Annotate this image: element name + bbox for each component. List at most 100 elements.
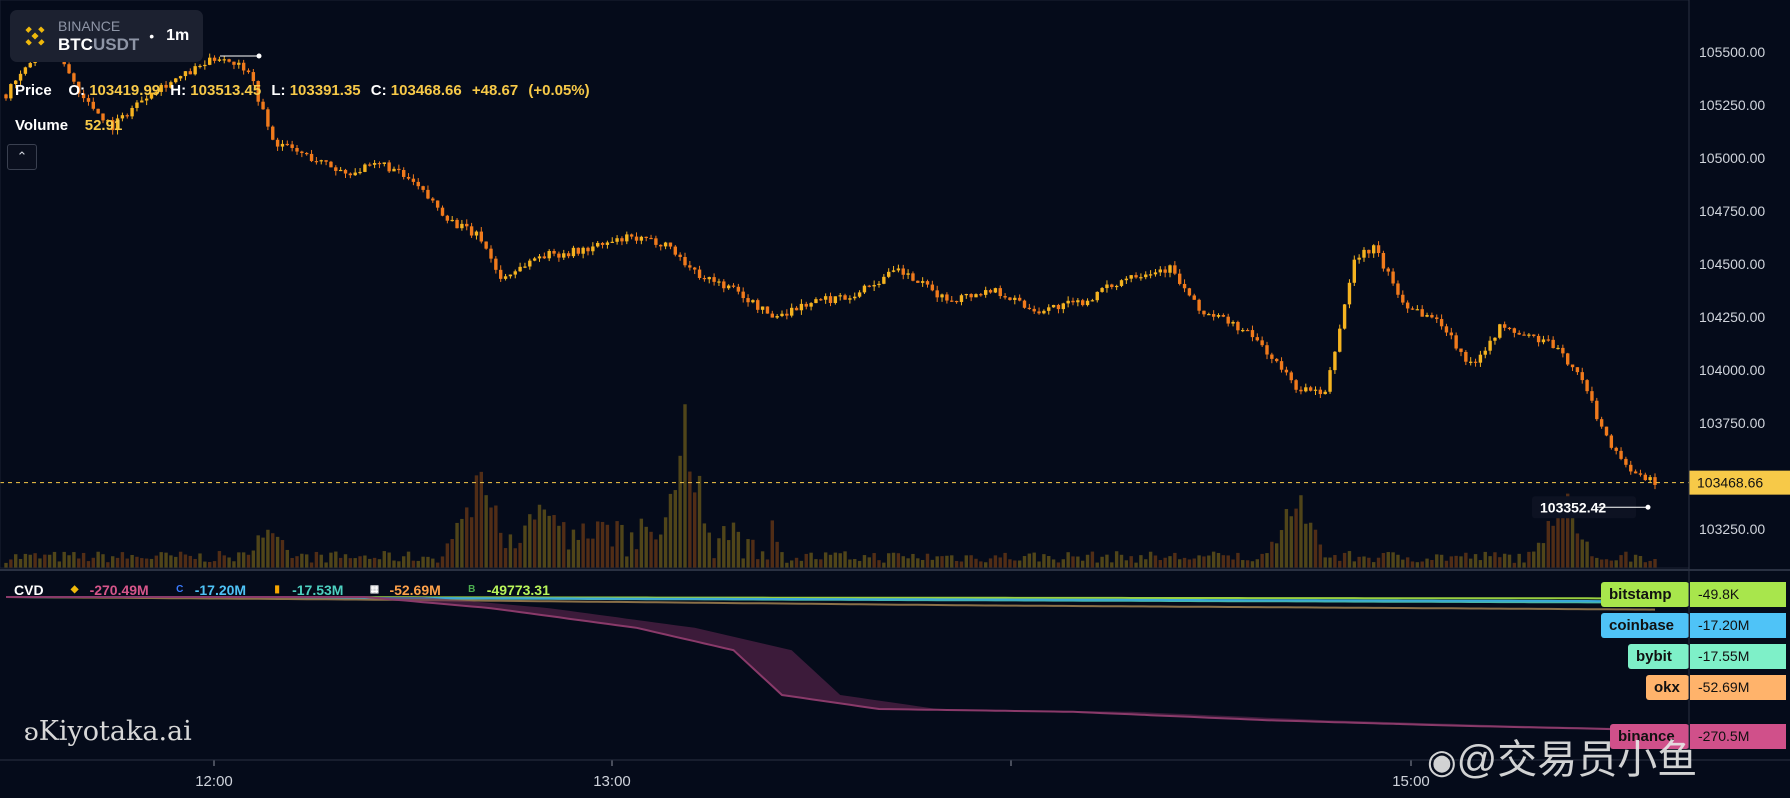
volume-bar xyxy=(1027,553,1032,568)
candle-body xyxy=(1182,283,1187,289)
price-tick-label: 103250.00 xyxy=(1699,521,1765,537)
volume-bar xyxy=(372,557,377,568)
candle-body xyxy=(1633,471,1638,474)
price-tick-label: 104000.00 xyxy=(1699,362,1765,378)
price-tick-label: 103750.00 xyxy=(1699,415,1765,431)
candle-body xyxy=(1599,419,1604,427)
candle-body xyxy=(101,113,105,121)
volume-bar xyxy=(1284,509,1289,568)
candle-body xyxy=(484,241,488,249)
candle-body xyxy=(1561,347,1565,354)
candle-body xyxy=(1294,380,1298,390)
timeframe-label[interactable]: 1m xyxy=(166,27,190,44)
candle-body xyxy=(217,59,222,61)
volume-bar xyxy=(974,558,978,568)
cvd-tag-value: -270.5M xyxy=(1698,728,1749,744)
candle-body xyxy=(586,247,590,252)
volume-bar xyxy=(319,554,323,568)
candle-body xyxy=(1653,477,1657,485)
candle-body xyxy=(1134,275,1138,278)
volume-bar xyxy=(1483,551,1487,568)
volume-bar xyxy=(81,552,86,568)
volume-bar xyxy=(397,561,401,568)
candle-body xyxy=(906,273,910,275)
volume-bar xyxy=(911,553,915,568)
candle-body xyxy=(1536,335,1541,343)
candle-body xyxy=(1420,309,1424,317)
cvd-tag-value-bg xyxy=(1690,582,1786,607)
cvd-legend-item: B -49773.31 xyxy=(465,582,550,598)
candle-body xyxy=(634,236,639,241)
volume-bar xyxy=(18,558,23,568)
candle-body xyxy=(290,144,294,148)
candle-body xyxy=(1168,265,1172,273)
volume-bar xyxy=(702,523,707,568)
price-legend: Price O: 103419.99 H: 103513.45 L: 10339… xyxy=(15,82,596,99)
volume-bar xyxy=(513,548,517,568)
volume-bar xyxy=(823,552,828,568)
volume-bar xyxy=(1439,554,1444,568)
candle-body xyxy=(867,285,871,287)
collapse-legend-button[interactable]: ⌃ xyxy=(7,144,37,170)
candle-body xyxy=(1425,315,1429,317)
cvd-tag-value: -52.69M xyxy=(1698,679,1749,695)
volume-bar xyxy=(1129,556,1133,568)
volume-bar xyxy=(726,540,731,568)
volume-bar xyxy=(673,490,677,568)
volume-bar xyxy=(1304,523,1308,568)
volume-value: 52.91 xyxy=(84,117,123,134)
volume-bar xyxy=(1051,559,1056,568)
volume-bar xyxy=(1105,554,1109,568)
volume-bar xyxy=(106,562,110,568)
change-pct-value: (+0.05%) xyxy=(528,82,590,99)
volume-bar xyxy=(756,559,760,568)
candle-body xyxy=(1541,339,1546,343)
candle-body xyxy=(1241,329,1245,332)
candle-body xyxy=(678,254,682,257)
candle-body xyxy=(81,93,86,99)
volume-bar xyxy=(38,558,42,568)
candle-body xyxy=(1469,361,1473,363)
candle-body xyxy=(1619,450,1623,459)
candle-body xyxy=(1401,294,1405,303)
candle-body xyxy=(1372,245,1376,254)
candle-body xyxy=(1008,297,1012,300)
candle-body xyxy=(86,98,91,102)
volume-bar xyxy=(566,549,571,568)
volume-bar xyxy=(140,558,144,568)
volume-bar xyxy=(1629,561,1633,568)
volume-bar xyxy=(518,542,522,568)
candle-body xyxy=(1202,310,1206,315)
volume-bar xyxy=(450,539,454,568)
volume-bar xyxy=(392,560,396,568)
volume-bar xyxy=(571,529,576,568)
candle-body xyxy=(571,247,576,257)
volume-bar xyxy=(1211,551,1216,568)
volume-bar xyxy=(261,537,265,568)
volume-bar xyxy=(1226,555,1230,568)
volume-bar xyxy=(741,558,745,568)
axes: 105500.00 105250.00 105000.00 104750.00 1045… xyxy=(0,44,1790,790)
symbol-selector[interactable]: BINANCE BTCUSDT • 1m xyxy=(10,10,203,62)
candle-body xyxy=(1333,351,1337,371)
volume-bar xyxy=(887,553,891,568)
candle-body xyxy=(416,181,420,187)
price-tick-label: 104750.00 xyxy=(1699,203,1765,219)
volume-bar xyxy=(1187,559,1192,568)
volume-bar xyxy=(1047,555,1051,568)
candle-body xyxy=(1289,372,1293,381)
low-key: L: xyxy=(271,82,286,99)
volume-bar xyxy=(731,522,736,568)
price-legend-label: Price xyxy=(15,82,52,99)
candle-body xyxy=(503,276,508,279)
candle-body xyxy=(149,92,154,99)
candle-body xyxy=(1449,332,1453,336)
volume-bar xyxy=(1207,555,1211,568)
candle-body xyxy=(23,67,28,74)
volume-bar xyxy=(178,551,183,568)
volume-bar xyxy=(198,553,202,568)
volume-bar xyxy=(222,555,226,568)
volume-bar xyxy=(1139,555,1143,568)
candle-body xyxy=(125,115,129,117)
